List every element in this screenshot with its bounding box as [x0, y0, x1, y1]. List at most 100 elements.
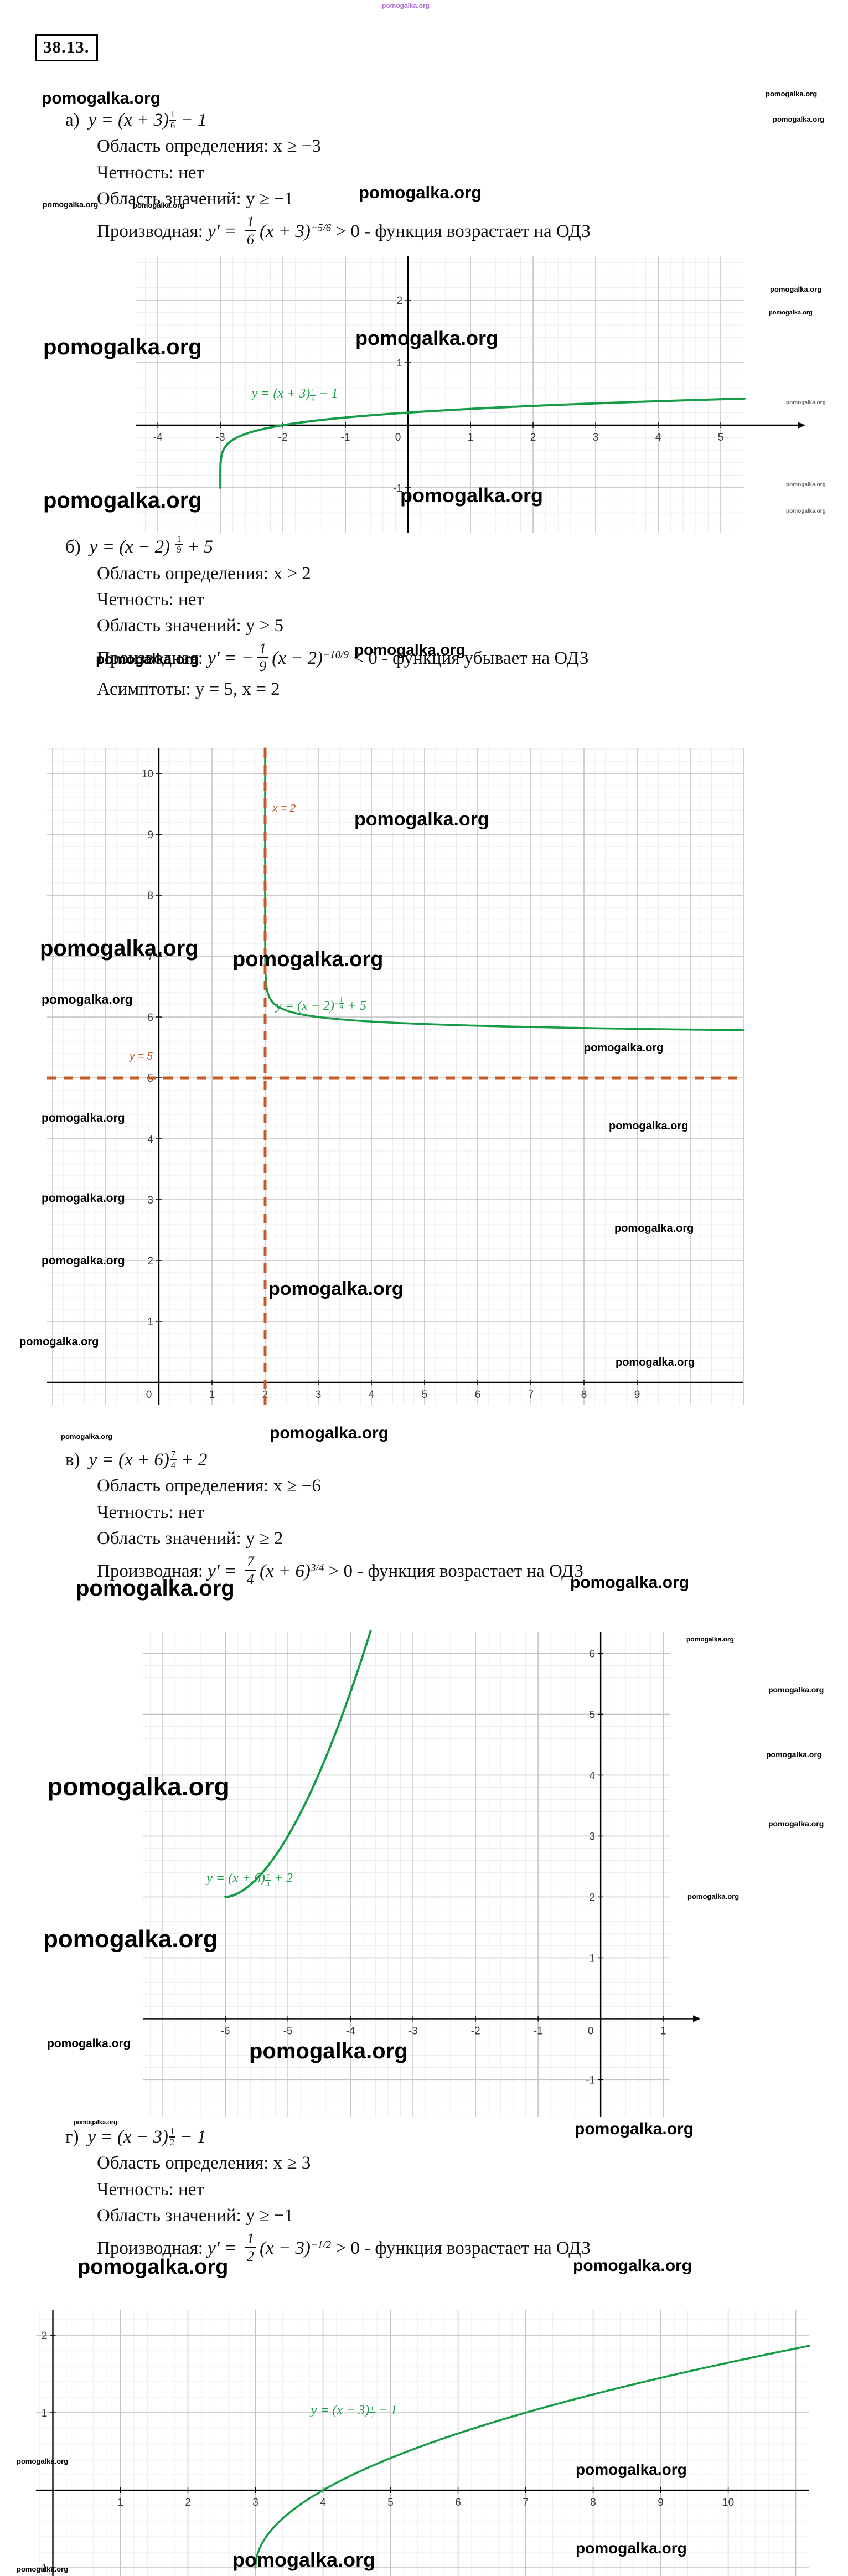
equation-label: y = (x + 6) 7 4 + 2 — [206, 1871, 293, 1888]
svg-text:-2: -2 — [471, 2025, 480, 2037]
svg-text:3: 3 — [590, 1831, 596, 1842]
svg-text:6: 6 — [590, 1648, 596, 1660]
svg-text:2: 2 — [397, 295, 403, 307]
watermark: pomogalka.org — [47, 1772, 230, 1801]
part-a: а) y = (x + 3) 1 6 − 1 Область определения:… — [65, 105, 591, 251]
watermark: pomogalka.org — [19, 1336, 99, 1348]
part-d-formula: г) y = (x − 3) 1 2 − 1 — [65, 2126, 206, 2147]
watermark: pomogalka.org — [42, 1255, 125, 1267]
watermark: pomogalka.org — [768, 1819, 824, 1828]
watermark: pomogalka.org — [573, 2257, 692, 2275]
watermark: pomogalka.org — [232, 948, 384, 971]
watermark: pomogalka.org — [570, 1573, 690, 1592]
watermark: pomogalka.org — [609, 1120, 689, 1132]
watermark: pomogalka.org — [76, 1576, 235, 1601]
watermark: pomogalka.org — [766, 1750, 822, 1759]
watermark: pomogalka.org — [786, 400, 826, 406]
part-b: б) y = (x − 2) −1 9 + 5 Область определения… — [65, 530, 588, 705]
watermark: pomogalka.org — [576, 2461, 687, 2478]
part-b-derivative: Производная: y′ = −1 9 (x − 2)−10/9 < 0 - … — [97, 640, 589, 674]
svg-text:-3: -3 — [216, 432, 225, 443]
svg-text:-4: -4 — [346, 2025, 355, 2037]
svg-text:7: 7 — [528, 1389, 534, 1401]
svg-text:-1: -1 — [534, 2025, 543, 2037]
watermark: pomogalka.org — [768, 1685, 824, 1694]
watermark: pomogalka.org — [686, 1635, 735, 1643]
part-b-range: Область значений: y > 5 — [97, 616, 284, 636]
watermark: pomogalka.org — [43, 488, 202, 513]
svg-text:4: 4 — [655, 432, 661, 443]
watermark: pomogalka.org — [584, 1042, 664, 1054]
watermark: pomogalka.org — [400, 484, 544, 507]
watermark: pomogalka.org — [354, 809, 489, 830]
svg-text:6: 6 — [475, 1389, 481, 1401]
watermark: pomogalka.org — [786, 508, 826, 514]
part-b-asymptotes: Асимптоты: y = 5, x = 2 — [97, 679, 280, 700]
part-d: г) y = (x − 3) 1 2 − 1 Область определения:… — [65, 2122, 591, 2268]
svg-text:-1: -1 — [38, 2563, 48, 2574]
watermark: pomogalka.org — [74, 2119, 117, 2126]
svg-text:6: 6 — [147, 1012, 153, 1024]
watermark: pomogalka.org — [42, 992, 133, 1006]
svg-text:2: 2 — [590, 1892, 596, 1903]
svg-text:-1: -1 — [341, 432, 350, 443]
svg-text:3: 3 — [147, 1195, 153, 1206]
svg-text:-1: -1 — [586, 2074, 595, 2086]
part-c-parity: Четность: нет — [97, 1502, 204, 1522]
equation-label: y = (x − 3) 1 2 − 1 — [311, 2403, 397, 2420]
watermark: pomogalka.org — [354, 641, 466, 658]
graph-b: 012345678912345678910y = (x − 2)−19 + 5x… — [47, 747, 744, 1405]
watermark: pomogalka.org — [61, 1432, 113, 1441]
svg-text:-2: -2 — [278, 432, 288, 443]
watermark: pomogalka.org — [133, 201, 185, 209]
svg-text:7: 7 — [147, 951, 153, 963]
svg-text:-3: -3 — [409, 2025, 418, 2037]
svg-text:5: 5 — [422, 1389, 428, 1401]
graph-a: -4 -3 -2 -1 0 1 2 3 4 5 -1 1 2 y = (x + 3) 1 6 − 1 — [136, 256, 805, 533]
svg-text:5: 5 — [387, 2497, 394, 2508]
svg-text:3: 3 — [593, 432, 599, 443]
part-a-derivative: Производная: y′ = 1 6 (x + 3)−5/6 > 0 - фу… — [97, 213, 591, 247]
graph-c: -6 -5 -4 -3 -2 -1 0 1 -1 1 2 3 4 5 6 y = (x + 6) 7 4 + 2 — [143, 1629, 701, 2117]
svg-text:2: 2 — [185, 2497, 191, 2508]
part-c-domain: Область определения: x ≥ −6 — [97, 1476, 321, 1496]
svg-text:10: 10 — [722, 2497, 734, 2508]
watermark: pomogalka.org — [769, 309, 813, 316]
svg-text:4: 4 — [590, 1770, 596, 1782]
svg-text:1: 1 — [117, 2497, 123, 2508]
part-a-formula: а) y = (x + 3) 1 6 − 1 — [65, 109, 207, 131]
svg-text:1: 1 — [468, 432, 474, 443]
watermark: pomogalka.org — [249, 2039, 408, 2063]
watermark: pomogalka.org — [42, 1112, 125, 1124]
svg-text:2: 2 — [262, 1389, 268, 1401]
svg-text:6: 6 — [455, 2497, 461, 2508]
part-b-parity: Четность: нет — [97, 589, 204, 610]
svg-text:2: 2 — [530, 432, 536, 443]
equation-label: y = (x + 3) 1 6 − 1 — [251, 386, 338, 404]
equation-label: y = (x − 2) −1 9 + 5 — [276, 995, 366, 1013]
svg-text:0: 0 — [588, 2025, 594, 2037]
part-a-parity: Четность: нет — [97, 162, 204, 183]
watermark: pomogalka.org — [268, 1278, 404, 1299]
part-d-derivative: Производная: y′ = 1 2 (x − 3)−1/2 > 0 - фу… — [97, 2230, 591, 2264]
part-a-domain: Область определения: x ≥ −3 — [97, 136, 321, 157]
part-b-domain: Область определения: x > 2 — [97, 563, 311, 584]
svg-text:10: 10 — [142, 768, 153, 780]
svg-text:-6: -6 — [221, 2025, 230, 2037]
svg-text:1: 1 — [209, 1389, 215, 1401]
part-d-domain: Область определения: x ≥ 3 — [97, 2153, 311, 2174]
svg-text:1: 1 — [147, 1317, 153, 1328]
svg-text:3: 3 — [252, 2497, 258, 2508]
asymptote-label: x = 2 — [272, 802, 296, 814]
svg-text:4: 4 — [369, 1389, 375, 1401]
part-b-formula: б) y = (x − 2) −1 9 + 5 — [65, 534, 213, 557]
watermark: pomogalka.org — [96, 651, 199, 667]
watermark: pomogalka.org — [616, 1356, 695, 1369]
svg-text:4: 4 — [147, 1134, 153, 1145]
watermark: pomogalka.org — [786, 482, 826, 488]
watermark: pomogalka.org — [42, 1192, 125, 1205]
watermark: pomogalka.org — [43, 335, 202, 359]
svg-text:1: 1 — [660, 2025, 666, 2037]
svg-text:3: 3 — [316, 1389, 322, 1401]
svg-text:9: 9 — [634, 1389, 640, 1401]
